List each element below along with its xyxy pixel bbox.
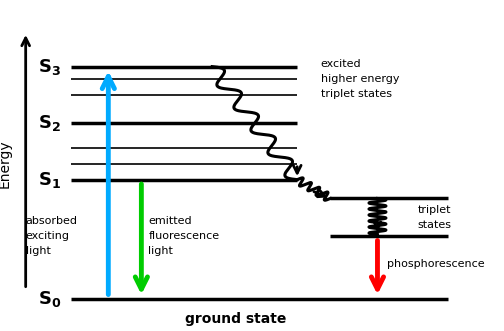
Text: Energy: Energy: [0, 140, 12, 188]
Text: phosphorescence: phosphorescence: [387, 260, 484, 269]
Text: emitted
fluorescence
light: emitted fluorescence light: [149, 216, 220, 256]
Text: ground state: ground state: [185, 312, 286, 326]
Text: triplet
states: triplet states: [418, 205, 452, 230]
Text: $\mathbf{S_{0}}$: $\mathbf{S_{0}}$: [38, 289, 61, 309]
Text: $\mathbf{S_{2}}$: $\mathbf{S_{2}}$: [38, 113, 61, 133]
Text: $\mathbf{S_{3}}$: $\mathbf{S_{3}}$: [38, 57, 61, 76]
Text: excited
higher energy
triplet states: excited higher energy triplet states: [321, 59, 399, 99]
Text: $\mathbf{S_{1}}$: $\mathbf{S_{1}}$: [38, 169, 61, 190]
Text: absorbed
exciting
light: absorbed exciting light: [26, 216, 78, 256]
